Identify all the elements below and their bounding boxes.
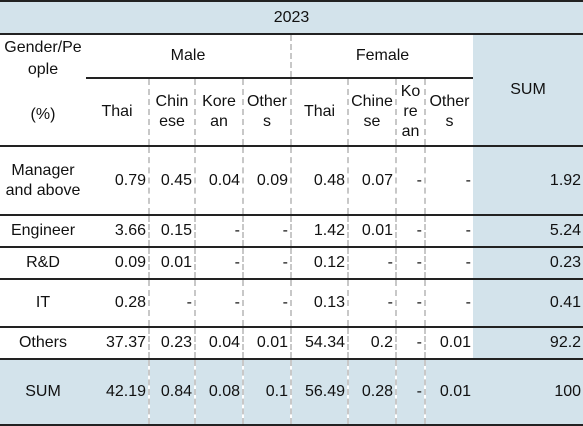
- subheader-male-chinese: Chinese: [148, 78, 195, 147]
- total-cell: -: [395, 359, 425, 426]
- table-cell: 0.13: [290, 279, 348, 328]
- table-cell: 37.37: [86, 327, 149, 360]
- table-cell: 0.45: [148, 146, 195, 216]
- table-row: Manager and above 0.79 0.45 0.04 0.09 0.…: [0, 146, 583, 216]
- table-cell: 0.01: [242, 327, 291, 360]
- total-cell: 0.08: [194, 359, 243, 426]
- table-cell: -: [424, 247, 473, 280]
- corner-header-bottom: (%): [30, 106, 56, 123]
- subheader-female-others: Others: [424, 78, 473, 147]
- total-row: SUM 42.19 0.84 0.08 0.1 56.49 0.28 - 0.0…: [0, 359, 583, 426]
- row-sum-cell: 92.2: [473, 327, 583, 360]
- total-cell: 42.19: [86, 359, 149, 426]
- table-cell: 54.34: [290, 327, 348, 360]
- table-cell: 0.28: [86, 279, 149, 328]
- row-label: Manager and above: [0, 146, 86, 216]
- row-label: IT: [0, 279, 86, 328]
- table-cell: -: [395, 215, 425, 248]
- row-label: Others: [0, 327, 86, 360]
- grand-total-cell: 100: [473, 359, 583, 426]
- table-cell: 0.01: [148, 247, 195, 280]
- row-sum-cell: 0.41: [473, 279, 583, 328]
- subheader-male-others: Others: [242, 78, 291, 147]
- subheader-male-korean: Korean: [194, 78, 243, 147]
- table-cell: 0.01: [424, 327, 473, 360]
- sum-header: SUM: [473, 34, 583, 147]
- table-cell: -: [395, 247, 425, 280]
- male-header: Male: [86, 34, 291, 79]
- row-label: Engineer: [0, 215, 86, 248]
- table-cell: -: [194, 279, 243, 328]
- table-cell: 0.01: [347, 215, 396, 248]
- subheader-female-thai: Thai: [290, 78, 348, 147]
- table-row: R&D 0.09 0.01 - - 0.12 - - - 0.23: [0, 247, 583, 280]
- female-header: Female: [290, 34, 473, 79]
- table-cell: 0.79: [86, 146, 149, 216]
- table-cell: 0.48: [290, 146, 348, 216]
- corner-header: Gender/People (%): [0, 34, 86, 147]
- table-row: IT 0.28 - - - 0.13 - - - 0.41: [0, 279, 583, 328]
- total-cell: 0.28: [347, 359, 396, 426]
- row-sum-cell: 0.23: [473, 247, 583, 280]
- subheader-row: Thai Chinese Korean Others Thai Chinese …: [0, 78, 583, 147]
- table-cell: 0.04: [194, 146, 243, 216]
- table-cell: -: [194, 247, 243, 280]
- table-cell: 3.66: [86, 215, 149, 248]
- table-cell: -: [395, 279, 425, 328]
- table-cell: -: [242, 247, 291, 280]
- total-cell: 56.49: [290, 359, 348, 426]
- table-row: Engineer 3.66 0.15 - - 1.42 0.01 - - 5.2…: [0, 215, 583, 248]
- total-cell: 0.1: [242, 359, 291, 426]
- table-cell: -: [424, 146, 473, 216]
- row-label: R&D: [0, 247, 86, 280]
- table-cell: -: [194, 215, 243, 248]
- table-cell: -: [242, 279, 291, 328]
- table-cell: 0.04: [194, 327, 243, 360]
- table-row: Others 37.37 0.23 0.04 0.01 54.34 0.2 - …: [0, 327, 583, 360]
- table-cell: -: [424, 215, 473, 248]
- table-cell: -: [347, 279, 396, 328]
- total-cell: 0.84: [148, 359, 195, 426]
- table-cell: 0.23: [148, 327, 195, 360]
- row-label: SUM: [0, 359, 86, 426]
- year-title: 2023: [0, 0, 583, 35]
- group-header-row: Gender/People (%) Male Female SUM: [0, 34, 583, 147]
- table-cell: 0.12: [290, 247, 348, 280]
- row-sum-cell: 5.24: [473, 215, 583, 248]
- table-cell: -: [395, 327, 425, 360]
- subheader-male-thai: Thai: [86, 78, 149, 147]
- year-row: 2023: [0, 0, 583, 35]
- table-cell: 0.15: [148, 215, 195, 248]
- total-cell: 0.01: [424, 359, 473, 426]
- table-cell: -: [242, 215, 291, 248]
- table-cell: 0.09: [242, 146, 291, 216]
- table-cell: 1.42: [290, 215, 348, 248]
- row-sum-cell: 1.92: [473, 146, 583, 216]
- table-cell: -: [424, 279, 473, 328]
- table-cell: 0.2: [347, 327, 396, 360]
- table-cell: -: [395, 146, 425, 216]
- table-cell: 0.09: [86, 247, 149, 280]
- corner-header-top: Gender/People: [4, 39, 82, 78]
- subheader-female-korean: Korean: [395, 78, 425, 147]
- table-cell: 0.07: [347, 146, 396, 216]
- subheader-female-chinese: Chinese: [347, 78, 396, 147]
- table-cell: -: [347, 247, 396, 280]
- table-cell: -: [148, 279, 195, 328]
